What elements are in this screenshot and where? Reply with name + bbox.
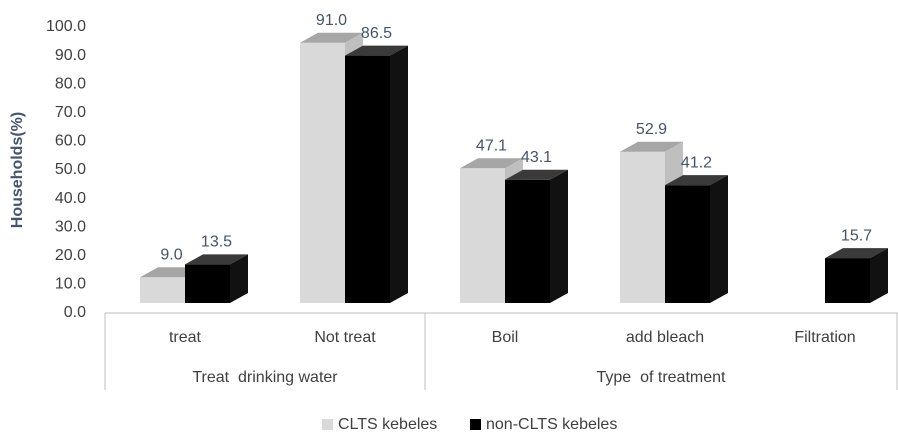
- bar-top: [300, 32, 363, 43]
- bar-top: [185, 254, 248, 265]
- bar-side: [390, 45, 408, 304]
- bar-side: [550, 169, 568, 303]
- group-label: Treat drinking water: [192, 369, 338, 386]
- value-label: 15.7: [841, 227, 872, 244]
- bar-side: [230, 254, 248, 303]
- value-label: 9.0: [160, 246, 182, 263]
- legend-swatch: [322, 419, 333, 430]
- legend-swatch: [470, 419, 481, 430]
- bar-top: [665, 175, 728, 186]
- bar-top: [825, 248, 888, 259]
- y-tick-label: 0.0: [64, 304, 86, 321]
- value-label: 43.1: [521, 149, 552, 166]
- value-label: 13.5: [201, 234, 232, 251]
- bar-top: [345, 45, 408, 56]
- value-label: 91.0: [316, 12, 347, 29]
- bar: [665, 185, 710, 303]
- value-label: 52.9: [636, 121, 667, 138]
- y-tick-label: 80.0: [55, 75, 86, 92]
- y-tick-label: 100.0: [46, 18, 86, 35]
- bar-side: [870, 248, 888, 303]
- x-tick-label: Boil: [492, 329, 519, 346]
- bar: [460, 168, 505, 303]
- bar: [345, 55, 390, 303]
- legend-label: non-CLTS kebeles: [486, 416, 617, 433]
- y-tick-label: 40.0: [55, 190, 86, 207]
- y-tick-label: 10.0: [55, 276, 86, 293]
- bar-side: [710, 175, 728, 303]
- bar-top: [460, 158, 523, 169]
- group-label: Type of treatment: [597, 369, 727, 386]
- x-tick-label: add bleach: [626, 329, 704, 346]
- y-tick-label: 60.0: [55, 133, 86, 150]
- bar-top: [505, 169, 568, 180]
- y-tick-label: 70.0: [55, 104, 86, 121]
- x-tick-label: Filtration: [794, 329, 855, 346]
- bar: [505, 179, 550, 303]
- value-label: 41.2: [681, 154, 712, 171]
- x-tick-label: treat: [169, 329, 202, 346]
- y-axis-title: Households(%): [9, 112, 26, 228]
- bar: [300, 42, 345, 304]
- bar-top: [620, 141, 683, 152]
- bar: [825, 258, 870, 303]
- bar: [185, 264, 230, 303]
- legend-label: CLTS kebeles: [338, 416, 437, 433]
- x-tick-label: Not treat: [314, 329, 376, 346]
- bar: [620, 151, 665, 303]
- value-label: 47.1: [476, 138, 507, 155]
- y-tick-label: 20.0: [55, 247, 86, 264]
- y-tick-label: 50.0: [55, 161, 86, 178]
- y-tick-label: 90.0: [55, 47, 86, 64]
- bar: [140, 277, 185, 303]
- value-label: 86.5: [361, 25, 392, 42]
- y-tick-label: 30.0: [55, 218, 86, 235]
